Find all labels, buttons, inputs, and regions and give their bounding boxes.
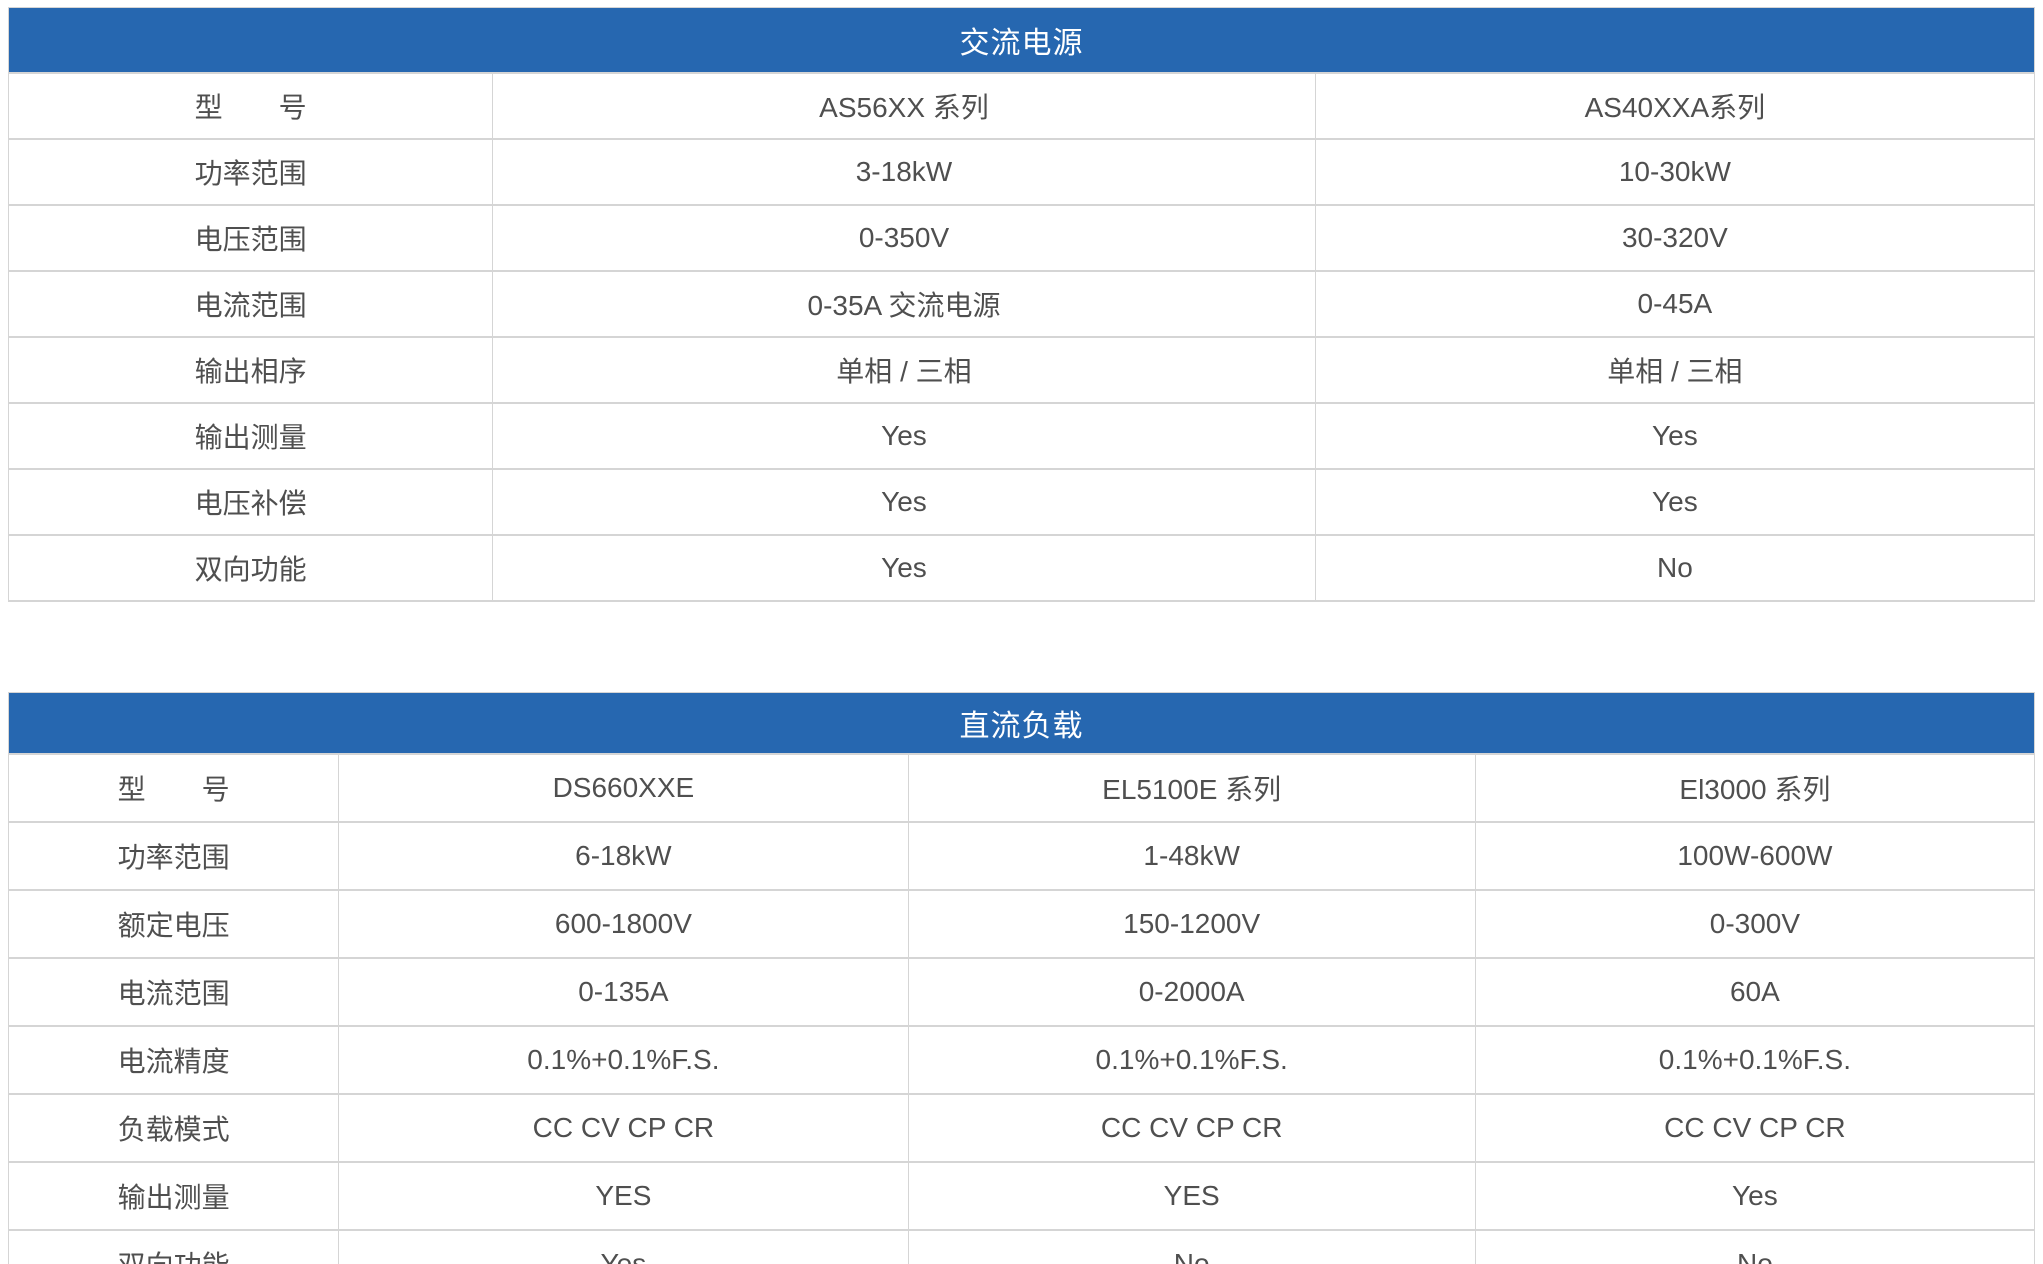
spec-cell: 60A xyxy=(1474,957,2036,1027)
spec-cell: 100W-600W xyxy=(1474,821,2036,891)
spec-cell: Yes xyxy=(1314,468,2036,536)
table-row: 功率范围 3-18kW 10-30kW xyxy=(7,138,2036,206)
spec-cell: Yes xyxy=(1314,402,2036,470)
row-label: 输出测量 xyxy=(7,1161,340,1231)
spec-cell: 0.1%+0.1%F.S. xyxy=(1474,1025,2036,1095)
spec-cell: 0-350V xyxy=(492,204,1316,272)
spec-cell: Yes xyxy=(492,402,1316,470)
spec-cell: 600-1800V xyxy=(338,889,909,959)
table-row: 双向功能 Yes No No xyxy=(7,1229,2036,1264)
spec-cell: Yes xyxy=(492,534,1316,602)
spec-cell: 0-2000A xyxy=(907,957,1476,1027)
table-header-row: 直流负载 xyxy=(8,692,2035,755)
dc-load-table: 直流负载 型 号 DS660XXE EL5100E 系列 El3000 系列 功… xyxy=(7,692,2036,1264)
row-label: 电流精度 xyxy=(7,1025,340,1095)
row-label: 型 号 xyxy=(7,72,494,140)
spec-cell: 0-135A xyxy=(338,957,909,1027)
spec-cell: No xyxy=(1314,534,2036,602)
table-row: 电流范围 0-35A 交流电源 0-45A xyxy=(7,270,2036,338)
spec-cell: YES xyxy=(907,1161,1476,1231)
spec-cell: 单相 / 三相 xyxy=(1314,336,2036,404)
spec-cell: 10-30kW xyxy=(1314,138,2036,206)
row-label: 电压范围 xyxy=(7,204,494,272)
spec-cell: YES xyxy=(338,1161,909,1231)
table-row: 输出相序 单相 / 三相 单相 / 三相 xyxy=(7,336,2036,404)
ac-power-table-title: 交流电源 xyxy=(8,7,2035,74)
spec-cell: EL5100E 系列 xyxy=(907,753,1476,823)
spec-cell: No xyxy=(1474,1229,2036,1264)
row-label: 电流范围 xyxy=(7,270,494,338)
table-row: 负载模式 CC CV CP CR CC CV CP CR CC CV CP CR xyxy=(7,1093,2036,1163)
row-label: 额定电压 xyxy=(7,889,340,959)
table-row: 额定电压 600-1800V 150-1200V 0-300V xyxy=(7,889,2036,959)
spec-cell: No xyxy=(907,1229,1476,1264)
spec-cell: 0.1%+0.1%F.S. xyxy=(907,1025,1476,1095)
ac-power-table: 交流电源 型 号 AS56XX 系列 AS40XXA系列 功率范围 3-18kW… xyxy=(7,7,2036,602)
row-label: 电流范围 xyxy=(7,957,340,1027)
table-row: 电压补偿 Yes Yes xyxy=(7,468,2036,536)
spec-cell: CC CV CP CR xyxy=(338,1093,909,1163)
spec-cell: 单相 / 三相 xyxy=(492,336,1316,404)
table-row: 电压范围 0-350V 30-320V xyxy=(7,204,2036,272)
spec-cell: DS660XXE xyxy=(338,753,909,823)
table-row: 输出测量 YES YES Yes xyxy=(7,1161,2036,1231)
row-label: 双向功能 xyxy=(7,1229,340,1264)
spec-cell: 0-35A 交流电源 xyxy=(492,270,1316,338)
spec-cell: 0.1%+0.1%F.S. xyxy=(338,1025,909,1095)
row-label: 功率范围 xyxy=(7,821,340,891)
row-label: 输出相序 xyxy=(7,336,494,404)
spec-cell: CC CV CP CR xyxy=(1474,1093,2036,1163)
table-row: 型 号 DS660XXE EL5100E 系列 El3000 系列 xyxy=(7,753,2036,823)
row-label: 电压补偿 xyxy=(7,468,494,536)
row-label: 功率范围 xyxy=(7,138,494,206)
spec-cell: AS56XX 系列 xyxy=(492,72,1316,140)
table-row: 电流精度 0.1%+0.1%F.S. 0.1%+0.1%F.S. 0.1%+0.… xyxy=(7,1025,2036,1095)
table-row: 型 号 AS56XX 系列 AS40XXA系列 xyxy=(7,72,2036,140)
spec-cell: Yes xyxy=(338,1229,909,1264)
spec-cell: Yes xyxy=(1474,1161,2036,1231)
spec-cell: 6-18kW xyxy=(338,821,909,891)
spec-cell: 1-48kW xyxy=(907,821,1476,891)
spec-cell: AS40XXA系列 xyxy=(1314,72,2036,140)
table-row: 双向功能 Yes No xyxy=(7,534,2036,602)
spec-cell: 0-45A xyxy=(1314,270,2036,338)
row-label: 输出测量 xyxy=(7,402,494,470)
row-label: 双向功能 xyxy=(7,534,494,602)
dc-load-table-title: 直流负载 xyxy=(8,692,2035,755)
spec-cell: Yes xyxy=(492,468,1316,536)
spec-cell: 150-1200V xyxy=(907,889,1476,959)
row-label: 型 号 xyxy=(7,753,340,823)
spec-cell: 3-18kW xyxy=(492,138,1316,206)
spec-cell: El3000 系列 xyxy=(1474,753,2036,823)
spec-cell: 0-300V xyxy=(1474,889,2036,959)
table-row: 功率范围 6-18kW 1-48kW 100W-600W xyxy=(7,821,2036,891)
table-row: 输出测量 Yes Yes xyxy=(7,402,2036,470)
table-row: 电流范围 0-135A 0-2000A 60A xyxy=(7,957,2036,1027)
row-label: 负载模式 xyxy=(7,1093,340,1163)
table-header-row: 交流电源 xyxy=(8,7,2035,74)
spec-cell: CC CV CP CR xyxy=(907,1093,1476,1163)
spec-cell: 30-320V xyxy=(1314,204,2036,272)
